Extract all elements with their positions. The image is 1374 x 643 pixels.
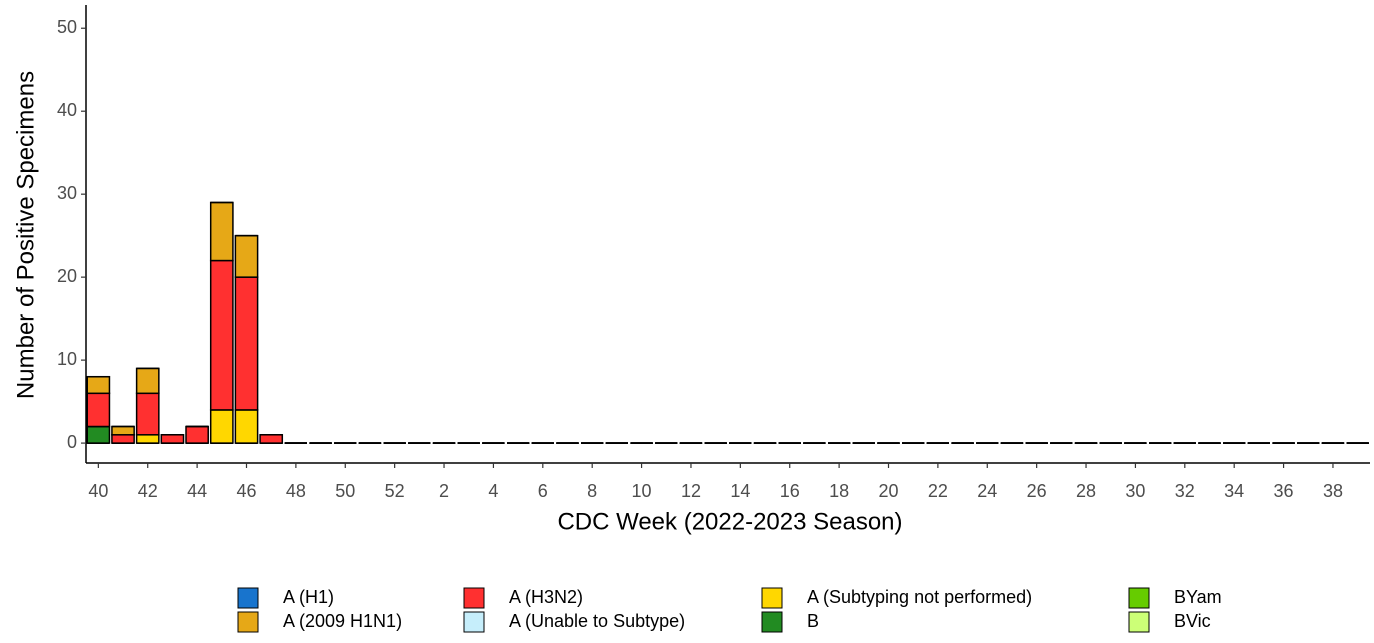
bar (160, 434, 185, 444)
x-tick-label: 40 (88, 481, 108, 501)
x-tick-label: 2 (439, 481, 449, 501)
y-tick-label: 10 (57, 349, 77, 369)
legend-swatch (237, 611, 259, 633)
bar (185, 425, 209, 444)
y-tick-label: 30 (57, 183, 77, 203)
legend-label: A (H3N2) (509, 587, 583, 607)
y-tick-label: 50 (57, 17, 77, 37)
bar (209, 201, 234, 262)
x-tick-label: 12 (681, 481, 701, 501)
bar (111, 434, 135, 444)
y-axis-title: Number of Positive Specimens (12, 71, 39, 399)
x-tick-label: 20 (878, 481, 898, 501)
x-tick-label: 52 (385, 481, 405, 501)
y-tick-label: 20 (57, 266, 77, 286)
x-tick-label: 42 (138, 481, 158, 501)
legend-swatch (463, 611, 485, 633)
bar (209, 409, 234, 444)
y-tick-label: 0 (67, 432, 77, 452)
x-tick-label: 18 (829, 481, 849, 501)
legend-label: B (807, 611, 819, 631)
bar (234, 276, 259, 411)
legend-label: A (Subtyping not performed) (807, 587, 1032, 607)
x-tick-label: 10 (632, 481, 652, 501)
x-tick-label: 44 (187, 481, 207, 501)
bar (135, 392, 160, 436)
x-tick-label: 46 (236, 481, 256, 501)
bar (234, 409, 259, 444)
legend-swatch (1128, 587, 1150, 609)
legend-swatch (761, 587, 783, 609)
x-axis-title: CDC Week (2022-2023 Season) (557, 508, 902, 535)
x-tick-label: 30 (1125, 481, 1145, 501)
x-tick-label: 16 (780, 481, 800, 501)
legend-swatch (761, 611, 783, 633)
legend-label: BVic (1174, 611, 1211, 631)
x-tick-label: 6 (538, 481, 548, 501)
bar (86, 392, 111, 428)
x-tick-label: 8 (587, 481, 597, 501)
legend-label: A (H1) (283, 587, 334, 607)
x-tick-label: 34 (1224, 481, 1244, 501)
x-tick-label: 28 (1076, 481, 1096, 501)
x-tick-label: 14 (730, 481, 750, 501)
x-tick-label: 50 (335, 481, 355, 501)
bar (234, 234, 259, 278)
bar (86, 425, 111, 444)
x-tick-label: 38 (1323, 481, 1343, 501)
x-tick-label: 36 (1274, 481, 1294, 501)
y-tick-label: 40 (57, 100, 77, 120)
legend-label: A (2009 H1N1) (283, 611, 402, 631)
x-tick-label: 22 (928, 481, 948, 501)
x-tick-label: 4 (488, 481, 498, 501)
bar (135, 434, 160, 444)
x-tick-label: 32 (1175, 481, 1195, 501)
legend-swatch (463, 587, 485, 609)
x-tick-label: 48 (286, 481, 306, 501)
bar (259, 434, 284, 444)
x-tick-label: 26 (1027, 481, 1047, 501)
legend-label: A (Unable to Subtype) (509, 611, 685, 631)
x-tick-label: 24 (977, 481, 997, 501)
bar (111, 425, 135, 436)
bar (135, 367, 160, 395)
legend-label: BYam (1174, 587, 1222, 607)
legend-swatch (237, 587, 259, 609)
legend-swatch (1128, 611, 1150, 633)
bar (209, 259, 234, 411)
bar (86, 375, 111, 395)
